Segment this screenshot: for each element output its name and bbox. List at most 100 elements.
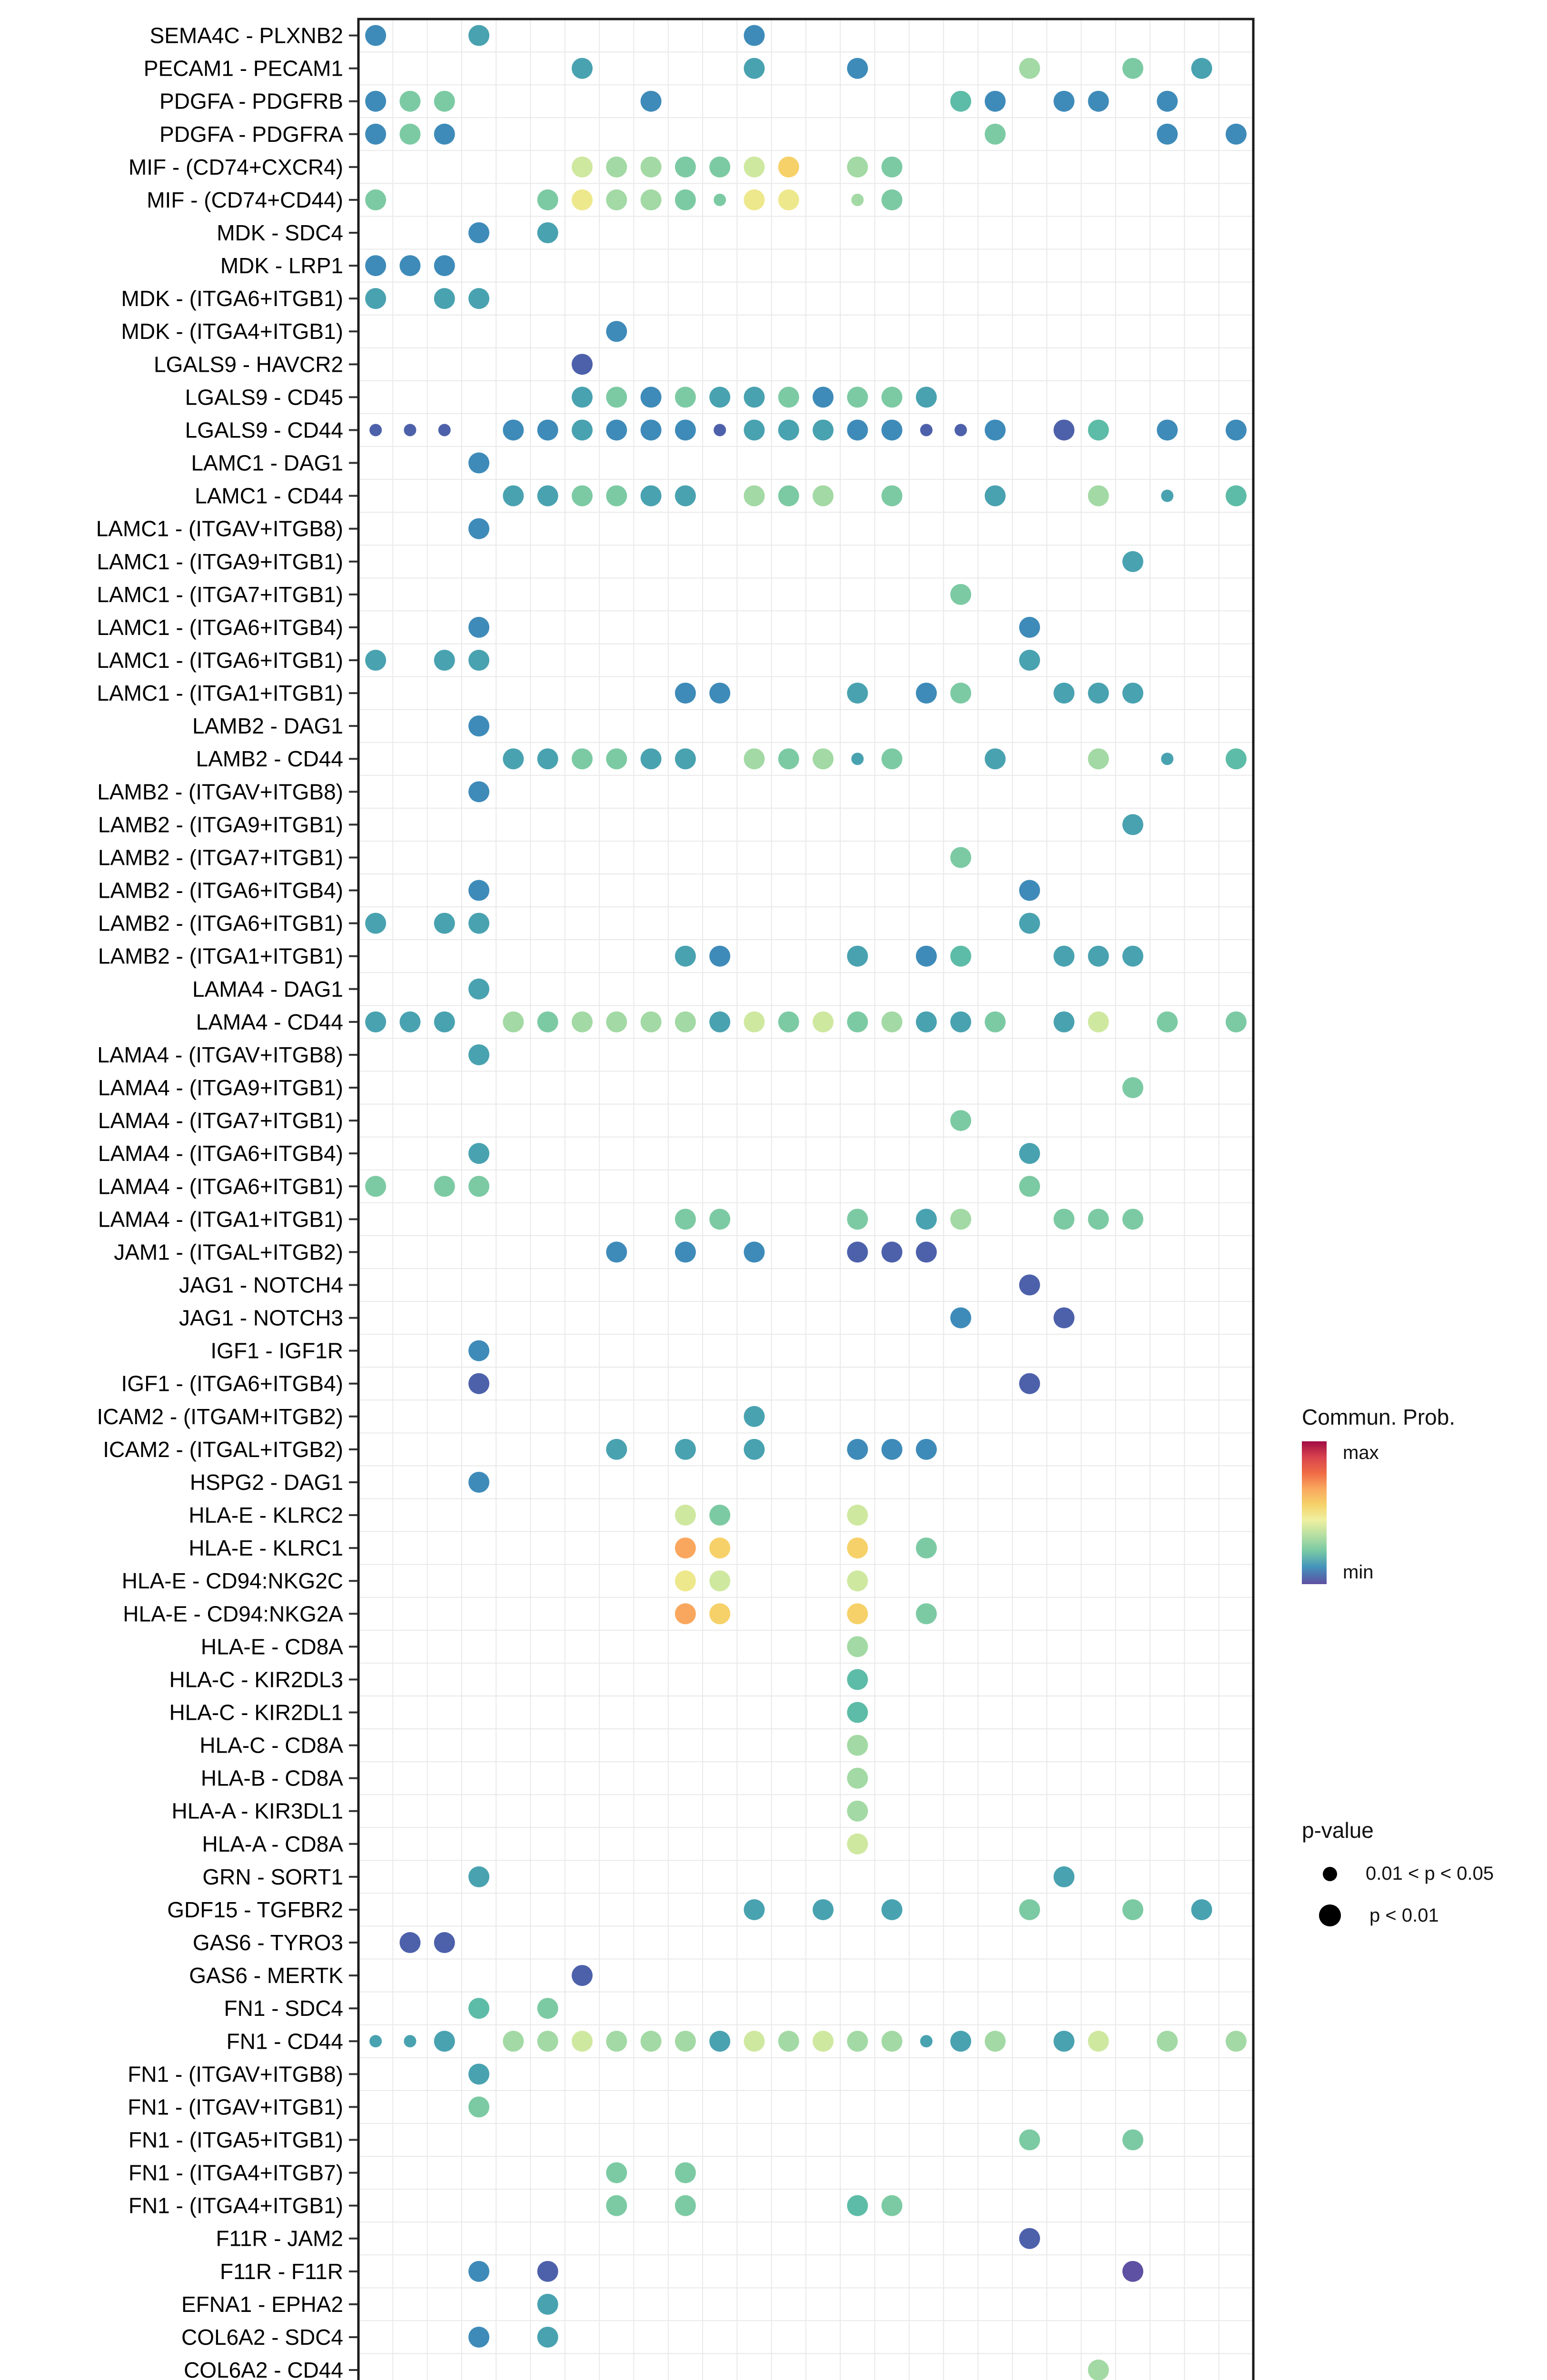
dot[interactable] xyxy=(847,1833,868,1854)
y-axis-label[interactable]: MDK - SDC4 xyxy=(217,220,343,245)
y-axis-label[interactable]: COL6A2 - SDC4 xyxy=(181,2325,343,2350)
dot[interactable] xyxy=(847,387,868,408)
y-axis-label[interactable]: IGF1 - IGF1R xyxy=(210,1339,343,1363)
y-axis-label[interactable]: FN1 - SDC4 xyxy=(224,1996,343,2021)
dot[interactable] xyxy=(1053,419,1075,441)
dot[interactable] xyxy=(365,90,387,112)
dot[interactable] xyxy=(572,1965,593,1986)
dot[interactable] xyxy=(813,419,834,441)
dot[interactable] xyxy=(950,1209,972,1230)
y-axis-label[interactable]: LAMB2 - (ITGA6+ITGB1) xyxy=(98,911,343,936)
dot[interactable] xyxy=(1088,1209,1109,1230)
dot[interactable] xyxy=(1088,2031,1109,2052)
dot[interactable] xyxy=(434,123,455,145)
dot[interactable] xyxy=(744,1899,765,1920)
dot[interactable] xyxy=(1088,485,1109,506)
dot[interactable] xyxy=(674,485,696,506)
dot[interactable] xyxy=(847,1537,868,1559)
dot[interactable] xyxy=(881,1899,902,1920)
dot[interactable] xyxy=(674,1505,696,1526)
dot[interactable] xyxy=(1157,419,1178,441)
dot[interactable] xyxy=(404,424,416,436)
dot[interactable] xyxy=(674,1570,696,1592)
dot[interactable] xyxy=(847,1241,868,1263)
dot[interactable] xyxy=(365,650,387,671)
dot[interactable] xyxy=(674,1537,696,1559)
dot[interactable] xyxy=(674,1011,696,1032)
dot[interactable] xyxy=(881,1241,902,1263)
dot[interactable] xyxy=(674,2162,696,2183)
dot[interactable] xyxy=(468,1340,490,1361)
y-axis-label[interactable]: HLA-E - CD8A xyxy=(201,1634,343,1659)
dot[interactable] xyxy=(920,424,933,436)
dot[interactable] xyxy=(1191,1899,1212,1920)
dot[interactable] xyxy=(1088,419,1109,441)
dot[interactable] xyxy=(881,1438,902,1460)
dot[interactable] xyxy=(1122,1899,1143,1920)
dot[interactable] xyxy=(468,650,490,671)
dot[interactable] xyxy=(1019,1274,1040,1296)
dot[interactable] xyxy=(916,1537,937,1559)
dot[interactable] xyxy=(404,2035,416,2048)
dot[interactable] xyxy=(468,1373,490,1394)
y-axis-label[interactable]: MIF - (CD74+CD44) xyxy=(147,188,343,212)
y-axis-label[interactable]: GRN - SORT1 xyxy=(202,1864,343,1889)
dot[interactable] xyxy=(674,1603,696,1625)
dot[interactable] xyxy=(434,650,455,671)
dot[interactable] xyxy=(813,2031,834,2052)
dot[interactable] xyxy=(950,90,972,112)
dot[interactable] xyxy=(1122,814,1143,835)
y-axis-label[interactable]: HLA-B - CD8A xyxy=(201,1766,343,1791)
y-axis-label[interactable]: F11R - JAM2 xyxy=(216,2226,343,2251)
y-axis-label[interactable]: ICAM2 - (ITGAM+ITGB2) xyxy=(97,1404,343,1429)
dot[interactable] xyxy=(1019,58,1040,79)
y-axis-label[interactable]: LAMA4 - (ITGA9+ITGB1) xyxy=(98,1075,343,1100)
dot[interactable] xyxy=(606,2162,627,2183)
dot[interactable] xyxy=(537,2261,558,2282)
dot[interactable] xyxy=(847,58,868,79)
dot[interactable] xyxy=(537,2293,558,2315)
dot[interactable] xyxy=(847,156,868,178)
dot[interactable] xyxy=(434,255,455,277)
dot[interactable] xyxy=(674,2195,696,2216)
dot[interactable] xyxy=(709,945,731,967)
dot[interactable] xyxy=(1019,616,1040,638)
dot[interactable] xyxy=(778,1011,799,1032)
dot[interactable] xyxy=(503,748,524,770)
dot[interactable] xyxy=(881,189,902,210)
dot[interactable] xyxy=(1019,1176,1040,1197)
dot[interactable] xyxy=(714,193,726,206)
dot[interactable] xyxy=(778,748,799,770)
dot[interactable] xyxy=(606,156,627,178)
dot[interactable] xyxy=(1088,945,1109,967)
dot[interactable] xyxy=(503,1011,524,1032)
dot[interactable] xyxy=(744,156,765,178)
dot[interactable] xyxy=(503,2031,524,2052)
dot[interactable] xyxy=(1225,123,1247,145)
y-axis-label[interactable]: HLA-C - KIR2DL1 xyxy=(169,1700,343,1725)
dot[interactable] xyxy=(1157,2031,1178,2052)
y-axis-label[interactable]: LAMA4 - (ITGA1+ITGB1) xyxy=(98,1207,343,1231)
dot[interactable] xyxy=(744,58,765,79)
y-axis-label[interactable]: JAG1 - NOTCH3 xyxy=(179,1306,343,1330)
dot[interactable] xyxy=(537,2031,558,2052)
dot[interactable] xyxy=(365,912,387,934)
dot[interactable] xyxy=(709,156,731,178)
dot[interactable] xyxy=(847,1505,868,1526)
y-axis-label[interactable]: HLA-A - CD8A xyxy=(202,1832,343,1856)
dot[interactable] xyxy=(744,387,765,408)
dot[interactable] xyxy=(1019,1373,1040,1394)
y-axis-label[interactable]: HLA-E - CD94:NKG2C xyxy=(122,1568,343,1593)
dot[interactable] xyxy=(468,518,490,539)
y-axis-label[interactable]: LAMA4 - CD44 xyxy=(196,1010,343,1034)
dot[interactable] xyxy=(365,189,387,210)
y-axis-label[interactable]: LAMC1 - CD44 xyxy=(195,484,343,508)
dot[interactable] xyxy=(916,387,937,408)
dot[interactable] xyxy=(916,1241,937,1263)
dot[interactable] xyxy=(640,156,662,178)
dot[interactable] xyxy=(881,419,902,441)
y-axis-label[interactable]: MDK - LRP1 xyxy=(220,253,343,278)
dot[interactable] xyxy=(744,748,765,770)
dot[interactable] xyxy=(744,1438,765,1460)
dot[interactable] xyxy=(847,1735,868,1756)
